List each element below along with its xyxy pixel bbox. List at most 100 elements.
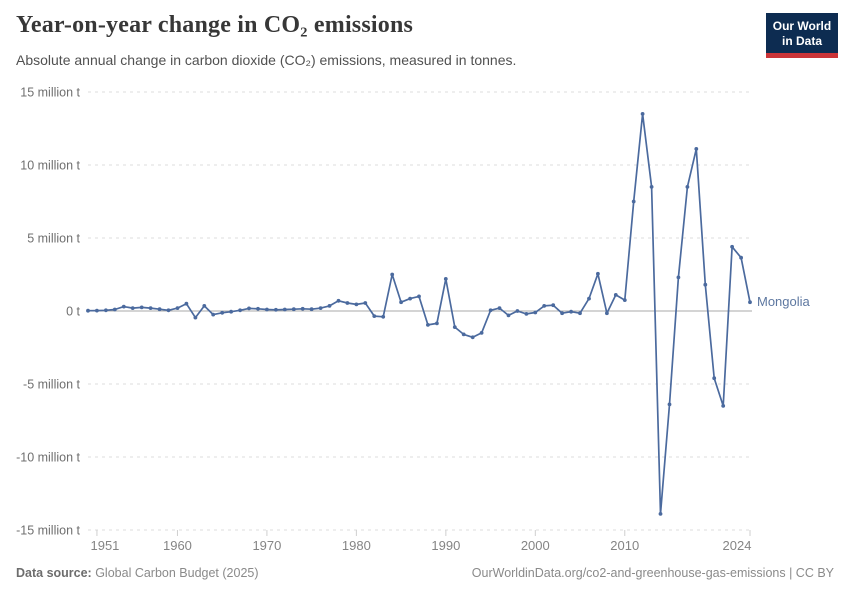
data-point[interactable]: [157, 307, 162, 312]
data-point[interactable]: [640, 112, 645, 116]
data-point[interactable]: [175, 306, 180, 310]
data-point[interactable]: [112, 307, 117, 312]
data-point[interactable]: [211, 312, 216, 317]
data-point[interactable]: [721, 404, 726, 408]
y-axis-label: 10 million t: [20, 159, 80, 173]
data-point[interactable]: [336, 298, 341, 303]
data-source-note[interactable]: Data source: Global Carbon Budget (2025): [16, 566, 259, 580]
data-point[interactable]: [613, 293, 618, 297]
data-point[interactable]: [372, 314, 377, 318]
data-point[interactable]: [605, 311, 609, 316]
data-point[interactable]: [452, 325, 457, 329]
data-point[interactable]: [184, 301, 189, 306]
y-axis-label: 0 t: [66, 305, 80, 319]
data-point[interactable]: [354, 302, 359, 307]
data-point[interactable]: [515, 309, 520, 313]
data-point[interactable]: [461, 332, 466, 337]
data-point[interactable]: [730, 244, 734, 249]
owid-logo[interactable]: Our World in Data: [766, 13, 838, 59]
chart-title: Year-on-year change in CO₂ emissions: [16, 12, 414, 38]
data-point[interactable]: [345, 301, 350, 305]
data-point[interactable]: [318, 306, 323, 310]
data-point[interactable]: [685, 185, 690, 189]
data-point[interactable]: [587, 296, 591, 301]
data-point[interactable]: [104, 308, 108, 313]
data-point[interactable]: [676, 275, 681, 280]
mongolia-line-series[interactable]: [87, 113, 751, 515]
data-point[interactable]: [86, 308, 90, 313]
x-axis-label: 1990: [431, 538, 460, 553]
data-point[interactable]: [247, 306, 251, 311]
credit-link[interactable]: OurWorldinData.org/co2-and-greenhouse-ga…: [471, 566, 786, 580]
data-point[interactable]: [309, 307, 314, 312]
data-source-label: Data source:: [16, 566, 92, 580]
data-point[interactable]: [220, 310, 225, 315]
data-point[interactable]: [551, 303, 556, 308]
x-axis-label: 2010: [610, 538, 639, 553]
data-point[interactable]: [569, 309, 573, 314]
data-point[interactable]: [488, 308, 493, 313]
data-point[interactable]: [578, 311, 582, 316]
data-point[interactable]: [381, 314, 386, 319]
data-point[interactable]: [265, 307, 269, 312]
data-point[interactable]: [282, 307, 287, 312]
data-point[interactable]: [139, 305, 144, 310]
data-point[interactable]: [596, 271, 600, 276]
data-point[interactable]: [560, 311, 564, 316]
data-point[interactable]: [300, 306, 305, 311]
data-point[interactable]: [622, 298, 627, 302]
data-point[interactable]: [748, 300, 752, 305]
x-axis-label: 1980: [342, 538, 371, 553]
data-point[interactable]: [426, 323, 430, 327]
data-point[interactable]: [739, 255, 743, 260]
data-point[interactable]: [667, 402, 672, 407]
data-point[interactable]: [274, 307, 278, 312]
chart-footer: Data source: Global Carbon Budget (2025)…: [16, 566, 834, 580]
data-point[interactable]: [229, 309, 234, 314]
data-point[interactable]: [363, 301, 368, 305]
data-point[interactable]: [327, 304, 332, 308]
data-point[interactable]: [130, 306, 135, 310]
data-source-value[interactable]: Global Carbon Budget (2025): [91, 566, 259, 580]
x-axis-label: 1970: [252, 538, 281, 553]
data-point[interactable]: [408, 296, 412, 301]
y-axis-label: -15 million t: [16, 524, 80, 538]
data-point[interactable]: [506, 313, 511, 318]
data-point[interactable]: [148, 306, 153, 310]
data-point[interactable]: [649, 185, 654, 189]
x-axis-label: 1951: [90, 538, 119, 553]
data-point[interactable]: [694, 147, 699, 151]
data-point[interactable]: [533, 310, 538, 315]
data-point[interactable]: [256, 306, 260, 311]
data-point[interactable]: [703, 282, 708, 287]
data-point[interactable]: [95, 308, 99, 313]
data-point[interactable]: [470, 335, 475, 340]
data-point[interactable]: [417, 294, 421, 299]
data-point[interactable]: [202, 304, 207, 308]
license-note: OurWorldinData.org/co2-and-greenhouse-ga…: [472, 566, 834, 580]
data-point[interactable]: [166, 308, 171, 313]
owid-logo-line2: in Data: [781, 33, 822, 48]
credit-license: | CC BY: [785, 566, 834, 580]
x-axis-label: 2000: [521, 538, 550, 553]
data-point[interactable]: [479, 331, 484, 335]
data-point[interactable]: [712, 376, 717, 381]
data-point[interactable]: [390, 272, 395, 277]
chart-subtitle: Absolute annual change in carbon dioxide…: [16, 52, 517, 68]
data-point[interactable]: [193, 315, 198, 320]
data-point[interactable]: [238, 308, 243, 313]
series-label-mongolia[interactable]: Mongolia: [757, 294, 811, 309]
data-point[interactable]: [497, 306, 502, 310]
y-axis-label: -5 million t: [23, 378, 80, 392]
data-point[interactable]: [121, 304, 126, 309]
data-point[interactable]: [399, 300, 403, 305]
data-point[interactable]: [658, 512, 663, 516]
data-point[interactable]: [443, 277, 448, 281]
data-point[interactable]: [542, 304, 547, 308]
x-axis-label: 1960: [163, 538, 192, 553]
data-point[interactable]: [291, 307, 296, 312]
data-point[interactable]: [435, 321, 439, 326]
data-point[interactable]: [631, 199, 636, 204]
data-point[interactable]: [524, 312, 529, 316]
